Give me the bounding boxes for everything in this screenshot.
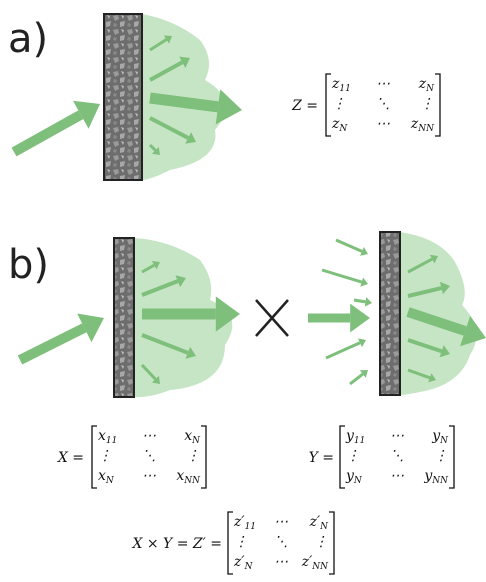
entry-base: z′ bbox=[301, 554, 313, 570]
matrix-entry: ⋮ bbox=[434, 448, 448, 464]
entry-subscript: 11 bbox=[354, 436, 365, 446]
entry-subscript: 11 bbox=[245, 522, 256, 532]
matrix-entry: ⋮ bbox=[186, 448, 200, 464]
matrix-entry: ⋯ bbox=[376, 116, 390, 132]
entry-base: z′ bbox=[309, 514, 321, 530]
page: {"labels": ["a)", "b)"], "equations": [ … bbox=[0, 0, 486, 582]
matrix-entry: ⋯ bbox=[274, 554, 288, 570]
matrix-entry: z′NN bbox=[301, 554, 329, 572]
matrix-entry: zN bbox=[418, 76, 435, 94]
matrix-bracket bbox=[435, 74, 440, 136]
entry-subscript: 11 bbox=[106, 436, 117, 446]
matrix-bracket bbox=[92, 426, 97, 488]
matrix-entry: y11 bbox=[345, 428, 365, 446]
entry-base: x bbox=[98, 428, 106, 444]
matrix-entry: ⋮ bbox=[420, 96, 434, 112]
arrow-shaft bbox=[336, 240, 362, 251]
matrix-bracket bbox=[340, 426, 345, 488]
matrix-entry: ⋯ bbox=[142, 468, 156, 484]
matrix-entry: yN bbox=[431, 428, 449, 446]
entry-subscript: NN bbox=[417, 124, 435, 134]
matrix-entry: ⋱ bbox=[376, 96, 390, 112]
matrix-entry: xNN bbox=[176, 468, 201, 486]
figure: a)b)Z =z11⋯zN⋮⋱⋮zN⋯zNNX =x11⋯xN⋮⋱⋮xN⋯xNN… bbox=[0, 0, 486, 582]
entry-subscript: N bbox=[319, 522, 329, 532]
entry-base: z′ bbox=[233, 554, 245, 570]
scattering-slab bbox=[104, 14, 142, 180]
matrix-entry: zNN bbox=[410, 116, 435, 134]
entry-base: z′ bbox=[233, 514, 245, 530]
entry-subscript: N bbox=[191, 436, 201, 446]
arrow-shaft bbox=[350, 374, 363, 384]
panel-label: b) bbox=[8, 242, 49, 288]
entry-subscript: N bbox=[338, 124, 348, 134]
matrix-entry: ⋮ bbox=[98, 448, 112, 464]
matrix-entry: ⋯ bbox=[376, 76, 390, 92]
matrix-entry: ⋮ bbox=[332, 96, 346, 112]
arrow-shaft bbox=[326, 343, 360, 358]
matrix-bracket bbox=[449, 426, 454, 488]
matrix-entry: ⋯ bbox=[142, 428, 156, 444]
equation-lhs: X = bbox=[57, 450, 84, 466]
arrow-shaft bbox=[354, 300, 365, 302]
matrix-entry: x11 bbox=[98, 428, 117, 446]
matrix-entry: zN bbox=[331, 116, 348, 134]
scattering-slab bbox=[114, 238, 134, 397]
scattering-slab bbox=[380, 232, 400, 395]
arrow-shaft bbox=[322, 270, 362, 282]
entry-subscript: 11 bbox=[339, 84, 350, 94]
entry-subscript: N bbox=[425, 84, 435, 94]
arrow-head bbox=[365, 297, 372, 306]
equation-lhs: Z = bbox=[291, 98, 318, 114]
equation-lhs: X × Y = Z′ = bbox=[131, 536, 222, 552]
matrix-entry: z′N bbox=[233, 554, 254, 572]
entry-subscript: N bbox=[353, 476, 363, 486]
matrix-entry: yNN bbox=[423, 468, 449, 486]
entry-subscript: N bbox=[105, 476, 115, 486]
matrix-entry: ⋱ bbox=[274, 534, 288, 550]
entry-subscript: NN bbox=[431, 476, 449, 486]
matrix-entry: ⋯ bbox=[390, 428, 404, 444]
product-cross bbox=[256, 300, 288, 336]
matrix-entry: z′N bbox=[309, 514, 330, 532]
matrix-entry: z11 bbox=[331, 76, 351, 94]
matrix-bracket bbox=[201, 426, 206, 488]
matrix-entry: ⋱ bbox=[390, 448, 404, 464]
entry-base: x bbox=[98, 468, 106, 484]
entry-subscript: NN bbox=[183, 476, 201, 486]
matrix-bracket bbox=[228, 512, 233, 574]
matrix-entry: yN bbox=[345, 468, 363, 486]
matrix-bracket bbox=[326, 74, 331, 136]
arrow-head bbox=[350, 304, 370, 333]
arrow-shaft bbox=[14, 115, 81, 152]
panel-label: a) bbox=[8, 16, 48, 62]
matrix-entry: ⋯ bbox=[390, 468, 404, 484]
matrix-entry: ⋮ bbox=[234, 534, 248, 550]
matrix-entry: z′11 bbox=[233, 514, 256, 532]
entry-base: x bbox=[184, 428, 192, 444]
entry-subscript: NN bbox=[311, 562, 329, 572]
arrow-head bbox=[216, 89, 242, 124]
matrix-entry: ⋮ bbox=[346, 448, 360, 464]
entry-subscript: N bbox=[439, 436, 449, 446]
matrix-bracket bbox=[329, 512, 334, 574]
arrow-shaft bbox=[20, 328, 84, 360]
matrix-entry: ⋱ bbox=[142, 448, 156, 464]
matrix-entry: ⋯ bbox=[274, 514, 288, 530]
matrix-entry: xN bbox=[98, 468, 115, 486]
entry-base: x bbox=[176, 468, 184, 484]
matrix-entry: ⋮ bbox=[314, 534, 328, 550]
matrix-entry: xN bbox=[184, 428, 201, 446]
entry-subscript: N bbox=[244, 562, 254, 572]
equation-lhs: Y = bbox=[309, 450, 334, 466]
